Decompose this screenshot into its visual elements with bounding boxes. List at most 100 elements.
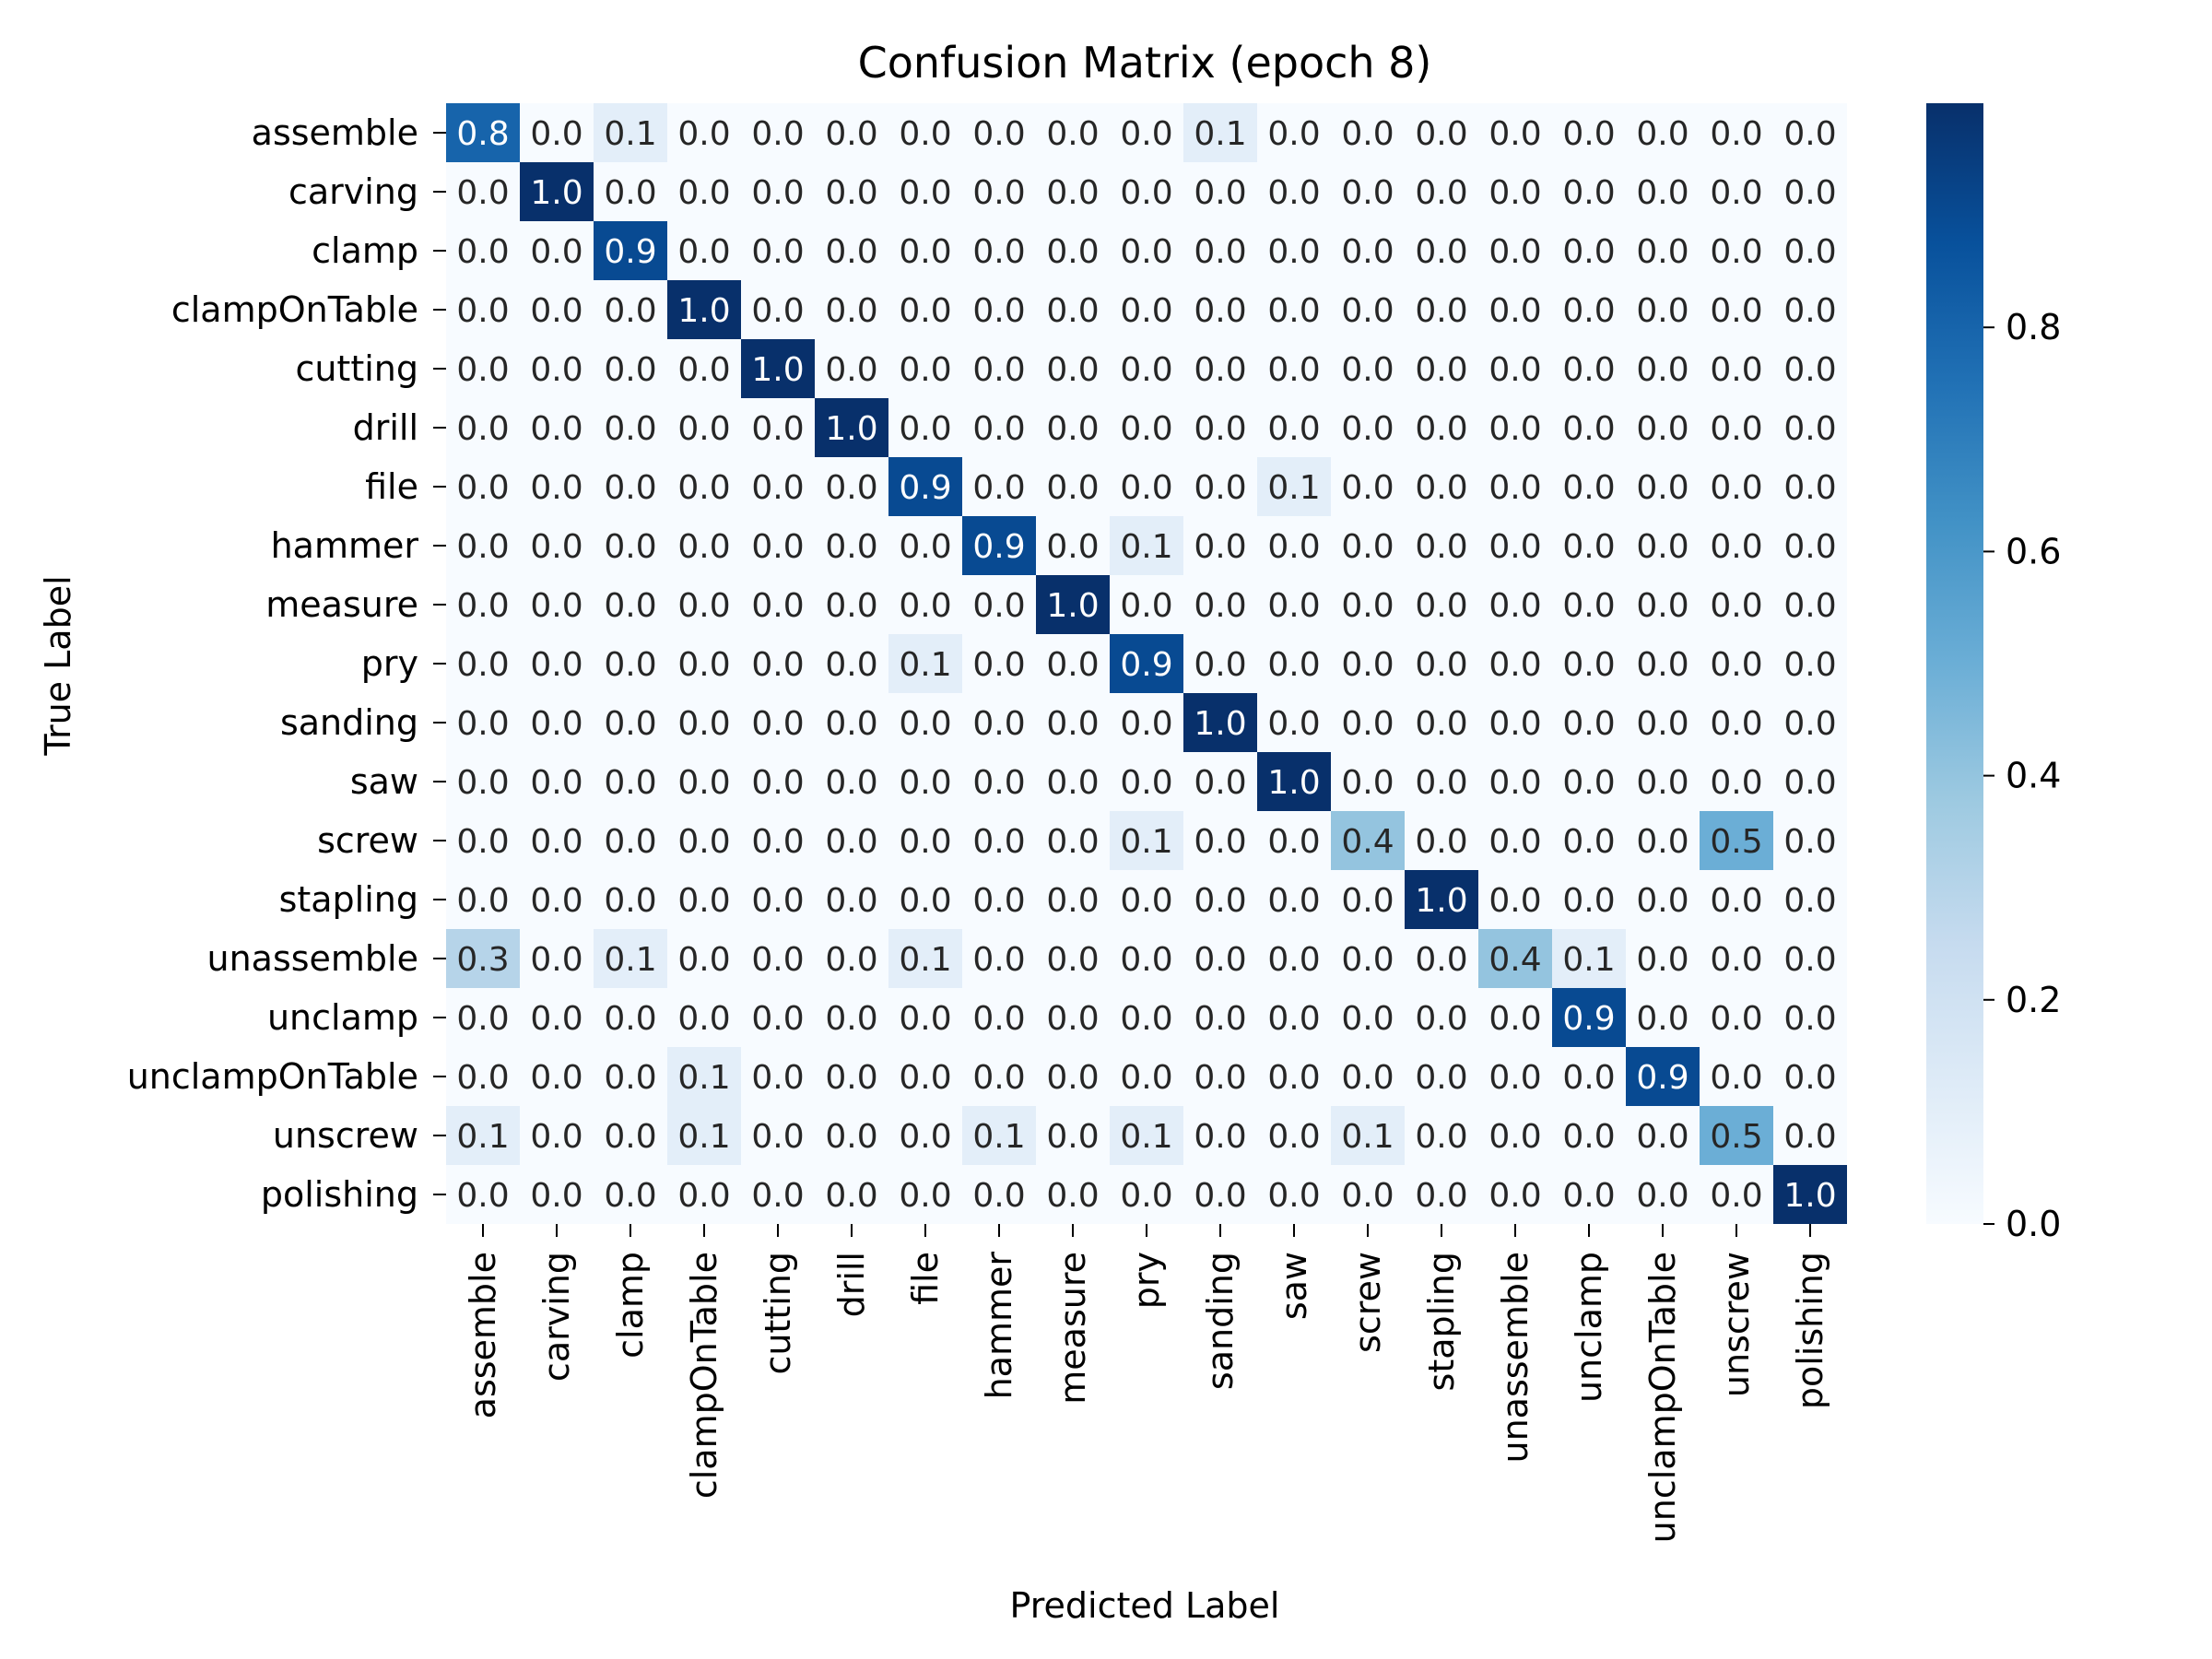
cell-value-label: 0.0	[456, 764, 509, 802]
cell-value-label: 0.0	[1341, 882, 1394, 920]
cell-value-label: 0.1	[677, 1059, 730, 1097]
heatmap-cell	[446, 103, 520, 162]
cell-value-label: 0.0	[1415, 1059, 1467, 1097]
cell-value-label: 0.0	[456, 469, 509, 507]
heatmap-cell	[1257, 811, 1331, 870]
cell-value-label: 0.0	[677, 823, 730, 861]
heatmap-cell	[667, 398, 741, 457]
cell-value-label: 0.0	[530, 351, 582, 389]
heatmap-cell	[1478, 398, 1552, 457]
cell-value-label: 0.0	[1415, 115, 1467, 153]
heatmap-cell	[1036, 162, 1110, 221]
heatmap-cell	[962, 162, 1036, 221]
cell-value-label: 0.0	[456, 233, 509, 271]
heatmap-cell	[741, 1106, 815, 1165]
y-tick-labels: assemble carving clamp clampOnTable cutting d…	[127, 112, 446, 1215]
heatmap-cell	[1183, 575, 1257, 634]
heatmap-cell	[1626, 693, 1700, 752]
heatmap-cell	[1552, 693, 1626, 752]
heatmap-cell	[1331, 103, 1405, 162]
cell-value-label: 0.0	[1783, 233, 1836, 271]
heatmap-cell	[888, 752, 962, 811]
cell-value-label: 0.0	[1562, 823, 1615, 861]
cell-value-label: 0.0	[530, 233, 582, 271]
cell-value-label: 0.0	[825, 174, 877, 212]
cell-value-label: 0.0	[1783, 764, 1836, 802]
heatmap-cell	[1552, 811, 1626, 870]
heatmap-cell	[1700, 693, 1773, 752]
heatmap-cell	[1552, 1165, 1626, 1224]
cell-value-label: 0.0	[1341, 469, 1394, 507]
heatmap-cell	[1626, 280, 1700, 339]
heatmap-cell	[594, 575, 667, 634]
heatmap-cell	[1183, 929, 1257, 988]
heatmap-cell	[1552, 339, 1626, 398]
cell-value-label: 0.0	[1341, 410, 1394, 448]
cell-value-label: 0.0	[1415, 941, 1467, 979]
heatmap-cell	[446, 162, 520, 221]
x-tick-label: saw	[1274, 1252, 1314, 1320]
cell-value-label: 0.0	[1562, 1059, 1615, 1097]
cell-value-label: 0.0	[751, 410, 804, 448]
heatmap-cell	[1257, 575, 1331, 634]
heatmap-cell	[1183, 1106, 1257, 1165]
heatmap-cell	[1405, 280, 1478, 339]
heatmap-cell	[1700, 339, 1773, 398]
cell-value-label: 0.0	[1710, 292, 1762, 330]
heatmap-cell	[446, 457, 520, 516]
cell-value-label: 0.0	[604, 351, 656, 389]
cell-value-label: 0.0	[1783, 410, 1836, 448]
heatmap-cell	[741, 752, 815, 811]
cell-value-label: 0.0	[1194, 823, 1246, 861]
cell-value-label: 0.0	[899, 587, 951, 625]
cell-value-label: 0.0	[1636, 410, 1688, 448]
cell-value-label: 0.0	[456, 587, 509, 625]
cell-value-label: 0.0	[825, 705, 877, 743]
cell-value-label: 0.0	[751, 469, 804, 507]
heatmap-cell	[1700, 634, 1773, 693]
cell-value-label: 0.0	[1194, 1059, 1246, 1097]
heatmap-cell	[594, 516, 667, 575]
heatmap-cell	[520, 870, 594, 929]
heatmap-cell	[594, 280, 667, 339]
x-tick-label: unscrew	[1716, 1252, 1757, 1397]
heatmap-cell	[1257, 870, 1331, 929]
heatmap-cell	[520, 103, 594, 162]
heatmap-cell	[446, 929, 520, 988]
cell-value-label: 0.0	[1488, 410, 1541, 448]
cell-value-label: 0.0	[1046, 705, 1099, 743]
cell-value-label: 0.0	[1783, 705, 1836, 743]
heatmap-cell	[888, 870, 962, 929]
cell-value-label: 0.0	[1120, 115, 1172, 153]
heatmap-cell	[1110, 280, 1183, 339]
cell-value-label: 0.0	[1710, 233, 1762, 271]
heatmap-cell	[667, 752, 741, 811]
cell-value-label: 1.0	[1415, 882, 1467, 920]
heatmap-cell	[1700, 162, 1773, 221]
heatmap-cell	[667, 693, 741, 752]
cell-value-label: 0.0	[1341, 587, 1394, 625]
heatmap-cell	[888, 575, 962, 634]
y-tick-label: assemble	[252, 112, 418, 153]
cell-value-label: 0.0	[1267, 705, 1320, 743]
cell-value-label: 0.0	[1120, 351, 1172, 389]
heatmap-cell	[1110, 398, 1183, 457]
cell-value-label: 0.0	[751, 115, 804, 153]
heatmap-cell	[741, 162, 815, 221]
heatmap-cell	[1405, 1165, 1478, 1224]
cell-value-label: 0.0	[677, 351, 730, 389]
cell-value-label: 0.9	[1562, 1000, 1615, 1038]
heatmap-cell	[1405, 988, 1478, 1047]
heatmap-cell	[1773, 1165, 1847, 1224]
heatmap-cell	[594, 1106, 667, 1165]
cell-value-label: 0.0	[1636, 764, 1688, 802]
heatmap-cell	[446, 516, 520, 575]
heatmap-cell	[1110, 929, 1183, 988]
cell-value-label: 0.0	[1341, 1177, 1394, 1215]
heatmap-cell	[741, 870, 815, 929]
heatmap-cell	[1478, 752, 1552, 811]
heatmap-cell	[1183, 1165, 1257, 1224]
cell-value-label: 0.0	[456, 351, 509, 389]
heatmap-cell	[815, 339, 888, 398]
cell-value-label: 0.0	[751, 1118, 804, 1156]
